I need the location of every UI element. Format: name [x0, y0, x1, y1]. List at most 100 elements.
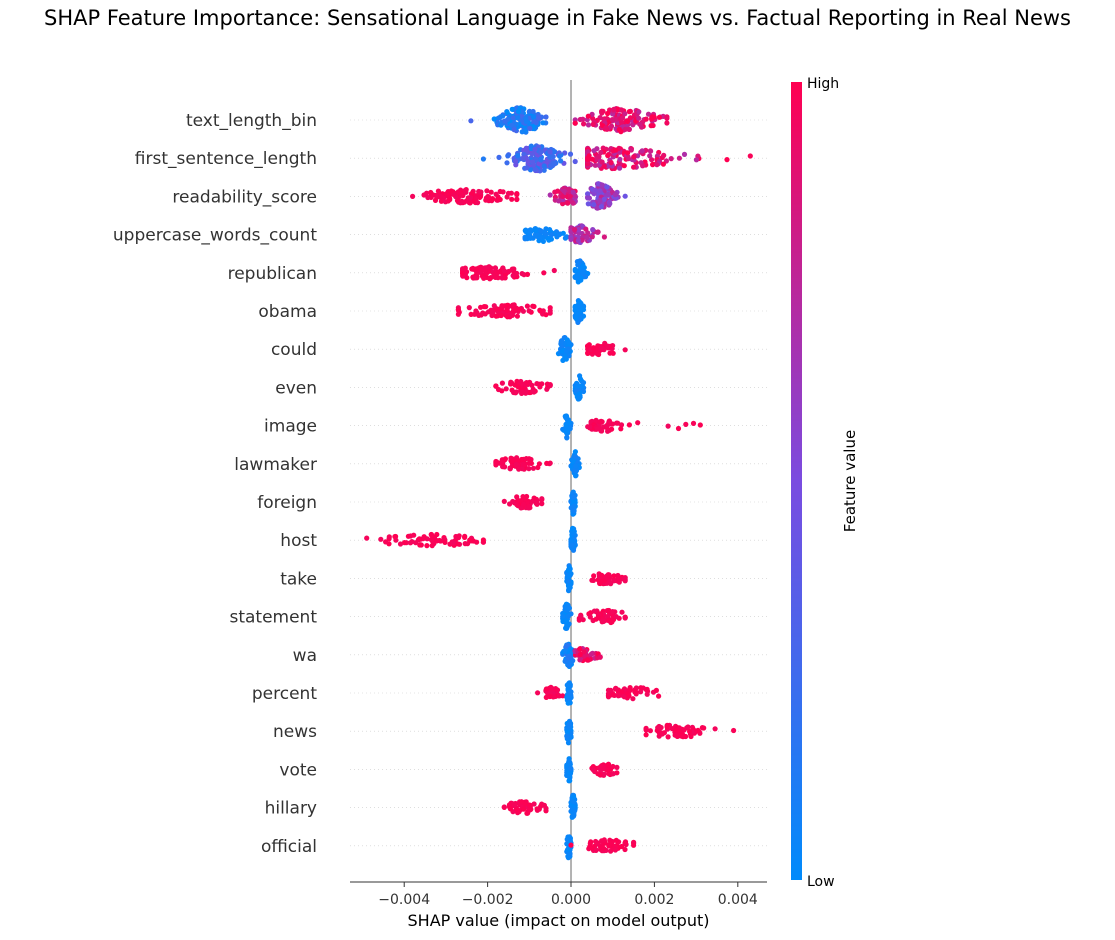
shap-point	[490, 309, 496, 315]
shap-point	[529, 382, 535, 388]
shap-point	[564, 682, 570, 688]
feature-label: republican	[228, 264, 317, 284]
shap-point	[565, 846, 571, 852]
shap-point	[543, 231, 549, 237]
shap-point	[547, 154, 553, 160]
shap-point	[598, 345, 605, 351]
shap-point	[622, 111, 628, 117]
shap-point	[526, 503, 532, 509]
shap-point	[516, 466, 522, 472]
shap-point	[566, 721, 572, 728]
shap-point	[575, 238, 582, 244]
shap-point	[482, 311, 488, 317]
shap-point	[724, 157, 730, 163]
shap-point	[525, 810, 531, 816]
feature-label: readability_score	[172, 187, 317, 207]
shap-point	[504, 110, 510, 116]
shap-point	[647, 728, 654, 734]
shap-point	[566, 567, 572, 573]
shap-point	[502, 456, 508, 462]
shap-point	[491, 303, 497, 309]
shap-point	[506, 268, 512, 275]
shap-point	[571, 794, 577, 800]
shap-point	[572, 449, 579, 455]
shap-point	[712, 726, 718, 732]
shap-point	[599, 182, 605, 188]
shap-point	[619, 107, 625, 113]
shap-point	[501, 804, 507, 811]
shap-point	[483, 195, 489, 201]
feature-label: first_sentence_length	[135, 149, 317, 169]
shap-point	[614, 764, 620, 771]
shap-point	[605, 110, 611, 117]
shap-point	[521, 806, 527, 812]
shap-point	[594, 426, 600, 432]
shap-point	[638, 685, 644, 691]
colorbar	[791, 82, 802, 880]
shap-point	[636, 109, 642, 115]
shap-point	[447, 195, 453, 202]
shap-point	[520, 308, 527, 314]
shap-point	[515, 384, 521, 390]
shap-point	[675, 425, 682, 432]
shap-point	[593, 847, 599, 854]
shap-point	[560, 201, 566, 207]
shap-point	[556, 153, 563, 159]
shap-point	[570, 525, 576, 531]
shap-point	[613, 837, 619, 844]
shap-point	[386, 534, 392, 540]
shap-point	[562, 648, 568, 654]
shap-point	[538, 228, 544, 234]
shap-point	[568, 659, 574, 665]
shap-point	[585, 343, 591, 349]
feature-label: vote	[279, 760, 317, 780]
shap-point	[591, 573, 597, 579]
shap-point	[502, 118, 508, 124]
shap-point	[587, 424, 593, 430]
shap-point	[462, 534, 468, 541]
shap-point	[562, 235, 569, 241]
shap-point	[509, 106, 515, 112]
shap-point	[637, 121, 643, 127]
shap-point	[593, 417, 599, 423]
shap-point	[630, 696, 636, 702]
shap-point	[617, 165, 623, 171]
x-ticks: −0.004 −0.002 0.000 0.002 0.004	[378, 882, 758, 908]
shap-point	[551, 267, 557, 274]
shap-point	[593, 349, 599, 355]
shap-point	[509, 196, 515, 202]
shap-point	[627, 685, 633, 691]
shap-point	[585, 149, 591, 155]
shap-point	[560, 193, 566, 200]
shap-point	[505, 153, 511, 159]
shap-point	[566, 339, 572, 345]
shap-point	[601, 618, 607, 625]
shap-point	[489, 196, 495, 202]
colorbar-title: Feature value	[841, 430, 859, 532]
shap-point	[496, 269, 502, 275]
shap-point	[523, 495, 529, 502]
shap-point	[572, 314, 579, 321]
shap-point	[547, 305, 553, 311]
shap-point	[480, 156, 486, 162]
shap-point	[538, 157, 544, 163]
shap-point	[533, 156, 540, 163]
shap-point	[590, 577, 597, 584]
x-axis-title: SHAP value (impact on model output)	[408, 911, 710, 930]
shap-point	[556, 198, 562, 204]
shap-point	[541, 163, 547, 169]
shap-point	[455, 535, 462, 541]
shap-point	[576, 395, 582, 402]
shap-point	[580, 116, 586, 122]
shap-point	[552, 149, 558, 155]
shap-point	[529, 498, 535, 504]
shap-point	[579, 237, 585, 243]
shap-point	[585, 191, 591, 197]
shap-point	[565, 623, 571, 629]
shap-point	[507, 806, 513, 812]
shap-point	[543, 805, 549, 812]
shap-point	[438, 193, 444, 199]
shap-point	[496, 115, 502, 121]
shap-point	[547, 149, 553, 155]
shap-point	[455, 311, 461, 317]
